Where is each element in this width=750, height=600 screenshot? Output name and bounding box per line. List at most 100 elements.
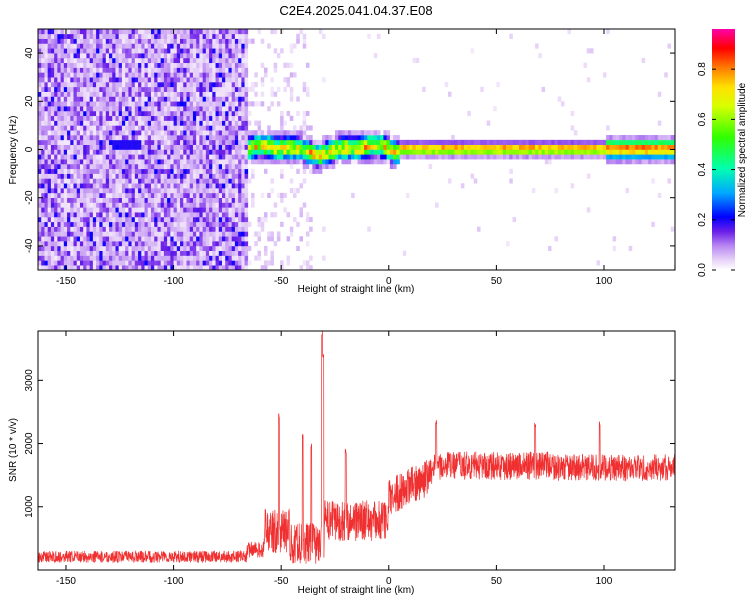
heatmap-cell <box>102 255 107 261</box>
heatmap-cell <box>38 101 42 107</box>
heatmap-cell <box>57 216 61 223</box>
heatmap-cell <box>63 38 68 44</box>
heatmap-cell <box>67 197 71 203</box>
heatmap-cell <box>73 245 78 252</box>
heatmap-cell <box>606 149 610 155</box>
heatmap-cell <box>96 101 100 107</box>
heatmap-cell <box>50 159 55 165</box>
heatmap-cell <box>328 149 333 155</box>
heatmap-cell <box>147 188 152 194</box>
heatmap-cell <box>183 120 187 126</box>
heatmap-cell <box>170 120 174 126</box>
heatmap-cell <box>138 110 142 117</box>
heatmap-cell <box>234 72 239 78</box>
heatmap-cell <box>322 149 326 155</box>
heatmap-cell <box>199 57 203 64</box>
heatmap-cell <box>163 188 168 194</box>
heatmap-cell <box>160 96 165 102</box>
heatmap-cell <box>38 163 42 170</box>
heatmap-cell <box>280 48 284 54</box>
heatmap-cell <box>92 139 97 145</box>
heatmap-cell <box>212 43 216 49</box>
heatmap-cell <box>125 183 129 189</box>
heatmap-cell <box>180 96 184 102</box>
heatmap-cell <box>144 144 149 150</box>
heatmap-cell <box>573 154 578 160</box>
heatmap-cell <box>96 216 100 223</box>
heatmap-cell <box>283 86 287 92</box>
heatmap-cell <box>231 139 236 145</box>
heatmap-cell <box>125 82 129 88</box>
heatmap-cell <box>150 82 155 88</box>
heatmap-cell <box>99 159 103 165</box>
heatmap-cell <box>422 86 426 92</box>
heatmap-cell <box>144 202 149 208</box>
heatmap-cell <box>638 159 642 165</box>
heatmap-cell <box>231 207 236 213</box>
heatmap-cell <box>109 163 113 170</box>
heatmap-cell <box>105 154 110 160</box>
heatmap-cell <box>134 154 139 160</box>
heatmap-cell <box>138 135 142 141</box>
heatmap-cell <box>44 202 48 208</box>
heatmap-cell <box>50 173 55 179</box>
heatmap-cell <box>144 178 149 184</box>
heatmap-cell <box>651 144 655 150</box>
heatmap-cell <box>231 135 236 141</box>
heatmap-cell <box>644 139 649 145</box>
heatmap-cell <box>105 106 110 112</box>
heatmap-cell <box>373 149 378 155</box>
heatmap-cell <box>325 135 329 141</box>
heatmap-cell <box>338 144 342 150</box>
heatmap-cell <box>70 226 74 232</box>
heatmap-cell <box>244 67 249 73</box>
heatmap-cell <box>276 130 281 136</box>
heatmap-cell <box>257 255 262 261</box>
heatmap-cell <box>251 192 255 198</box>
heatmap-cell <box>218 154 223 160</box>
heatmap-cell <box>47 43 52 49</box>
heatmap-cell <box>86 72 90 78</box>
heatmap-cell <box>573 139 578 145</box>
heatmap-cell <box>241 265 245 270</box>
heatmap-cell <box>47 101 52 107</box>
heatmap-cell <box>83 265 87 270</box>
heatmap-cell <box>44 226 48 232</box>
heatmap-cell <box>347 144 352 150</box>
heatmap-cell <box>218 163 223 170</box>
heatmap-cell <box>38 33 42 39</box>
heatmap-cell <box>202 62 207 68</box>
heatmap-cell <box>86 149 90 155</box>
heatmap-cell <box>344 159 349 165</box>
heatmap-cell <box>215 38 220 44</box>
heatmap-cell <box>138 149 142 155</box>
heatmap-cell <box>189 125 194 131</box>
heatmap-cell <box>99 154 103 160</box>
heatmap-cell <box>112 241 116 247</box>
heatmap-cell <box>593 139 597 145</box>
heatmap-cell <box>134 212 139 218</box>
heatmap-cell <box>218 221 223 227</box>
heatmap-cell <box>131 207 136 213</box>
heatmap-cell <box>99 96 103 102</box>
heatmap-cell <box>131 115 136 121</box>
heatmap-cell <box>86 86 90 92</box>
heatmap-cell <box>192 91 197 97</box>
heatmap-cell <box>134 168 139 174</box>
heatmap-cell <box>147 260 152 266</box>
heatmap-cell <box>121 53 126 59</box>
heatmap-cell <box>76 82 81 88</box>
heatmap-cell <box>612 135 617 141</box>
heatmap-cell <box>167 226 171 232</box>
heatmap-cell <box>41 168 45 174</box>
heatmap-cell <box>196 212 200 218</box>
heatmap-cell <box>244 62 249 68</box>
heatmap-cell <box>160 202 165 208</box>
heatmap-cell <box>131 245 136 252</box>
heatmap-cell <box>70 207 74 213</box>
heatmap-cell <box>299 265 303 270</box>
heatmap-cell <box>228 241 232 247</box>
heatmap-cell <box>218 72 223 78</box>
heatmap-cell <box>205 29 210 35</box>
heatmap-cell <box>63 130 68 136</box>
